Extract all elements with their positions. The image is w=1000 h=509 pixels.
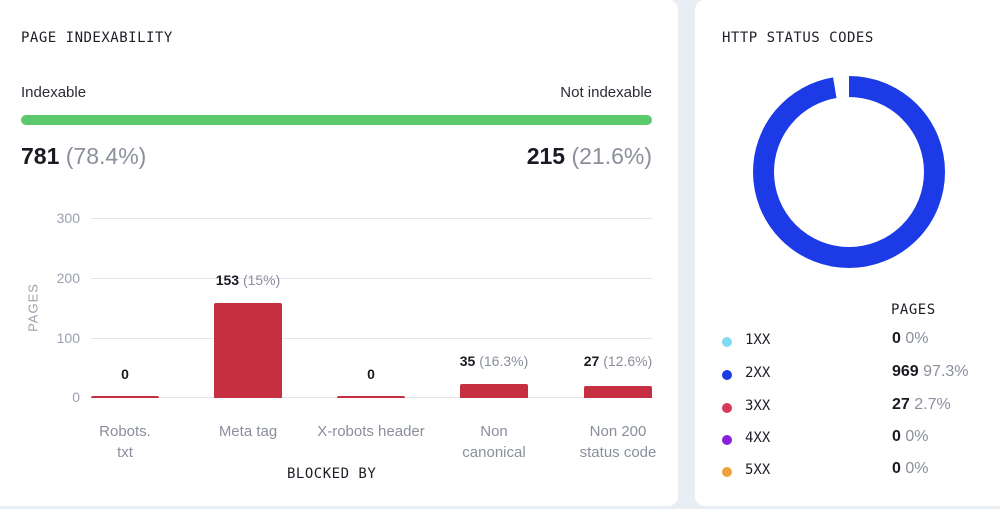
legend-row-3xx[interactable]: 3XX 27 2.7%: [722, 396, 982, 418]
legend-dot-icon: [722, 467, 732, 477]
not-indexable-label: Not indexable: [560, 84, 652, 101]
legend-row-2xx[interactable]: 2XX 969 97.3%: [722, 363, 982, 385]
category-non-canonical: Non canonical: [462, 423, 526, 461]
http-status-title: HTTP STATUS CODES: [722, 30, 874, 46]
bar-value-non-200-status-code: 27 (12.6%): [558, 353, 678, 369]
category-robots-txt: Robots. txt: [99, 423, 151, 461]
indexable-percent: (78.4%): [65, 143, 147, 169]
bar-value-robots-txt: 0: [75, 366, 175, 382]
page-indexability-card: PAGE INDEXABILITY Indexable Not indexabl…: [0, 0, 678, 506]
not-indexable-summary: 215 (21.6%): [527, 143, 652, 170]
bar-x-robots-header[interactable]: [337, 396, 405, 398]
http-status-codes-card: HTTP STATUS CODES PAGES: [695, 0, 1000, 506]
bar-non-canonical[interactable]: [460, 384, 528, 398]
legend-code: 5XX: [745, 462, 771, 478]
legend-value: 969 97.3%: [892, 363, 969, 381]
bar-percent: (12.6%): [603, 353, 653, 369]
bar-count: 35: [459, 353, 476, 369]
y-tick-200: 200: [56, 270, 80, 286]
y-tick-100: 100: [56, 330, 80, 346]
bar-non-200-status-code[interactable]: [584, 386, 652, 398]
bar-percent: (16.3%): [479, 353, 529, 369]
legend-value: 0 0%: [892, 460, 928, 478]
legend-count: 0: [892, 330, 901, 347]
bar-count: 153: [215, 272, 240, 288]
category-non-200-status-code: Non 200 status code: [579, 423, 657, 461]
legend-count: 0: [892, 460, 901, 477]
indexable-label: Indexable: [21, 84, 87, 101]
legend-percent: 97.3%: [923, 363, 969, 380]
legend-percent: 0%: [905, 460, 929, 477]
legend-value: 0 0%: [892, 330, 928, 348]
y-axis-title: PAGES: [25, 283, 41, 332]
not-indexable-percent: (21.6%): [571, 143, 652, 169]
bar-value-x-robots-header: 0: [321, 366, 421, 382]
legend-count: 27: [892, 396, 910, 413]
indexable-summary: 781 (78.4%): [21, 143, 146, 170]
indexability-progress-bar: [21, 115, 652, 125]
legend-row-5xx[interactable]: 5XX 0 0%: [722, 460, 982, 482]
bar-count: 27: [583, 353, 600, 369]
x-axis-title: BLOCKED BY: [287, 466, 377, 482]
http-status-donut-chart: [753, 76, 945, 268]
gridline-200: [91, 278, 652, 279]
legend-percent: 0%: [905, 428, 929, 445]
legend-code: 2XX: [745, 365, 771, 381]
legend-value: 27 2.7%: [892, 396, 951, 414]
not-indexable-count: 215: [526, 143, 566, 169]
gridline-100: [91, 338, 652, 339]
y-tick-0: 0: [72, 389, 80, 405]
legend-row-1xx[interactable]: 1XX 0 0%: [722, 330, 982, 352]
legend-percent: 2.7%: [914, 396, 951, 413]
pages-column-header: PAGES: [891, 302, 936, 318]
bar-count: 0: [367, 366, 375, 382]
legend-count: 969: [892, 363, 919, 380]
legend-code: 4XX: [745, 430, 771, 446]
bar-percent: (15%): [242, 272, 281, 288]
legend-count: 0: [892, 428, 901, 445]
bar-value-non-canonical: 35 (16.3%): [434, 353, 554, 369]
bar-meta-tag[interactable]: [214, 303, 282, 398]
legend-dot-icon: [722, 337, 732, 347]
legend-value: 0 0%: [892, 428, 928, 446]
indexable-count: 781: [21, 143, 60, 169]
legend-dot-icon: [722, 370, 732, 380]
legend-percent: 0%: [905, 330, 929, 347]
donut-segment-2xx[interactable]: [753, 76, 945, 268]
legend-code: 3XX: [745, 398, 771, 414]
bar-value-meta-tag: 153 (15%): [188, 272, 308, 288]
category-meta-tag: Meta tag: [218, 423, 278, 440]
y-tick-300: 300: [56, 210, 80, 226]
legend-code: 1XX: [745, 332, 771, 348]
page-indexability-title: PAGE INDEXABILITY: [21, 30, 173, 46]
category-x-robots-header: X-robots header: [317, 423, 425, 440]
bar-robots-txt[interactable]: [91, 396, 159, 398]
bar-count: 0: [121, 366, 129, 382]
legend-row-4xx[interactable]: 4XX 0 0%: [722, 428, 982, 450]
legend-dot-icon: [722, 435, 732, 445]
legend-dot-icon: [722, 403, 732, 413]
gridline-300: [91, 218, 652, 219]
